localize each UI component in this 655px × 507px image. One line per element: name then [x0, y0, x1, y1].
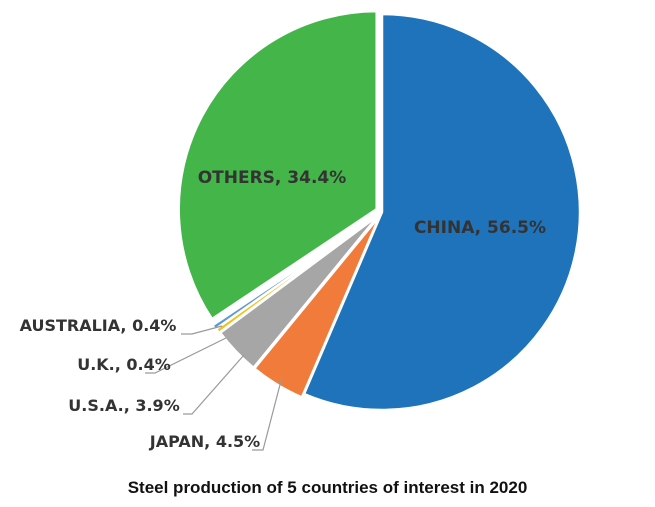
slice-label-u-k: U.K., 0.4%: [77, 355, 171, 374]
slice-label-others: OTHERS, 34.4%: [198, 168, 347, 188]
pie-slice-others: [177, 9, 378, 321]
leader-line-u-k: [145, 337, 227, 374]
slice-label-japan: JAPAN, 4.5%: [149, 432, 260, 451]
pie-slice-australia: [211, 214, 379, 331]
pie-chart: CHINA, 56.5% JAPAN, 4.5% U.S.A., 3.9% U.K.,…: [20, 9, 582, 451]
slice-label-china: CHINA, 56.5%: [414, 218, 546, 238]
slice-label-u-s-a: U.S.A., 3.9%: [68, 396, 179, 415]
pie-labels: CHINA, 56.5% JAPAN, 4.5% U.S.A., 3.9% U.K.,…: [20, 168, 546, 451]
leader-line-australia: [181, 325, 223, 335]
leader-line-japan: [252, 376, 283, 451]
leader-line-u-s-a: [183, 354, 245, 415]
pie-slices: [177, 9, 582, 412]
slice-label-australia: AUSTRALIA, 0.4%: [20, 316, 177, 335]
chart-title: Steel production of 5 countries of inter…: [127, 478, 528, 497]
pie-slice-china: [302, 12, 582, 412]
